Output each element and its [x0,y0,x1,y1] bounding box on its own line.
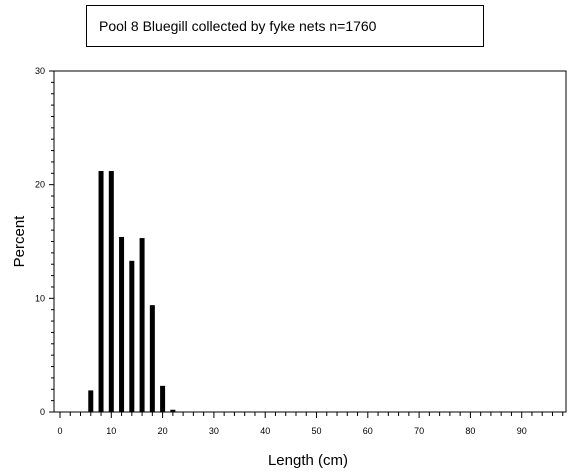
x-tick-label-70: 70 [414,426,424,436]
bar-10 [108,171,114,412]
x-tick-label-40: 40 [260,426,270,436]
bar-8 [98,171,104,412]
bar-12 [119,236,125,412]
y-axis: 0 10 20 30 [35,66,54,417]
x-tick-label-10: 10 [106,426,116,436]
bar-18 [149,305,155,412]
y-tick-label-0: 0 [40,407,45,417]
title-box: Pool 8 Bluegill collected by fyke nets n… [86,5,484,47]
x-axis: 0 10 20 30 40 50 60 70 80 90 [57,412,564,436]
chart-title: Pool 8 Bluegill collected by fyke nets n… [99,18,377,34]
bar-16 [139,238,145,412]
x-tick-label-20: 20 [158,426,168,436]
y-tick-label-30: 30 [35,66,45,76]
bar-6 [88,390,94,412]
y-tick-label-10: 10 [35,293,45,303]
bar-22 [170,409,176,412]
bar-20 [160,385,166,412]
y-axis-title: Percent [11,215,28,268]
x-axis-title: Length (cm) [268,452,348,469]
y-tick-label-20: 20 [35,180,45,190]
bar-14 [129,260,135,412]
x-tick-label-60: 60 [363,426,373,436]
x-tick-label-0: 0 [57,426,62,436]
x-tick-label-50: 50 [311,426,321,436]
bars [88,171,176,412]
x-tick-label-30: 30 [209,426,219,436]
x-tick-label-90: 90 [517,426,527,436]
x-tick-label-80: 80 [465,426,475,436]
